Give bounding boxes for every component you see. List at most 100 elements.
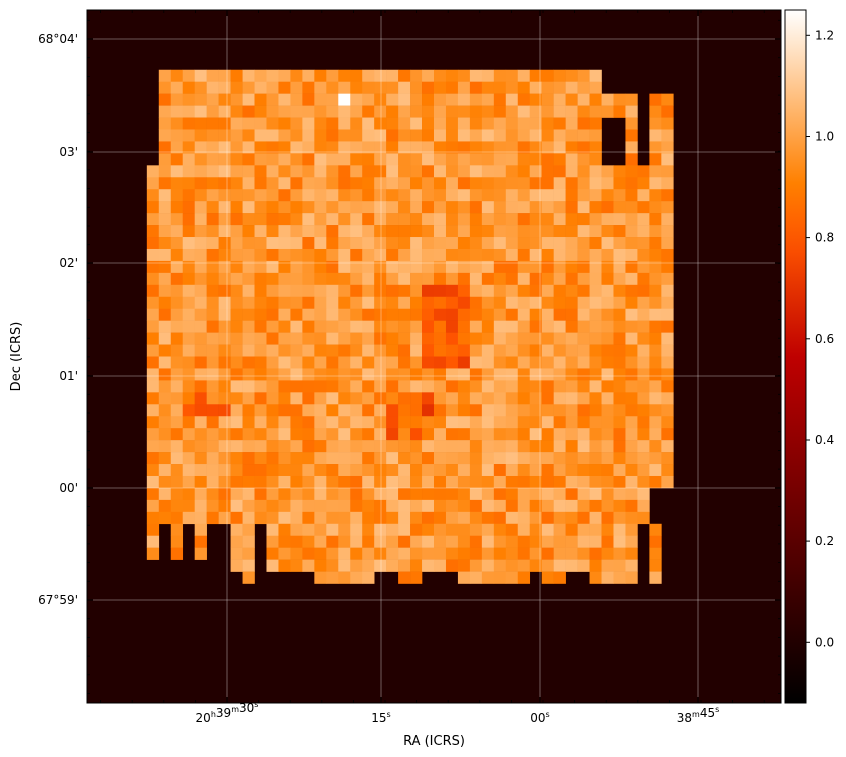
heatmap-cell <box>553 511 566 525</box>
heatmap-cell <box>529 237 542 250</box>
heatmap-cell <box>158 81 172 94</box>
heatmap-cell <box>266 511 279 525</box>
heatmap-cell <box>517 165 531 178</box>
heatmap-cell <box>529 487 542 501</box>
heatmap-cell <box>290 392 303 405</box>
heatmap-cell <box>230 344 243 357</box>
heatmap-cell <box>146 237 160 250</box>
heatmap-cell <box>146 165 160 178</box>
heatmap-cell <box>410 69 423 82</box>
heatmap-cell <box>553 129 566 142</box>
heatmap-cell <box>386 332 399 345</box>
heatmap-cell <box>493 487 507 501</box>
heatmap-cell <box>410 475 423 489</box>
heatmap-cell <box>398 440 411 453</box>
heatmap-cell <box>661 452 674 465</box>
heatmap-cell <box>194 93 207 106</box>
heatmap-cell <box>290 368 303 381</box>
heatmap-cell <box>374 404 387 417</box>
heatmap-cell <box>242 452 255 465</box>
heatmap-cell <box>158 141 172 154</box>
heatmap-cell <box>577 404 590 417</box>
heatmap-cell <box>517 320 531 333</box>
heatmap-cell <box>589 165 602 178</box>
heatmap-cell <box>386 511 399 525</box>
heatmap-cell <box>242 129 255 142</box>
heatmap-cell <box>517 559 531 572</box>
heatmap-cell <box>170 428 184 441</box>
heatmap-cell <box>362 153 375 166</box>
heatmap-cell <box>398 165 411 178</box>
heatmap-cell <box>182 452 195 465</box>
heatmap-cell <box>517 344 531 357</box>
heatmap-cell <box>422 452 435 465</box>
heatmap-cell <box>649 129 662 142</box>
heatmap-cell <box>230 392 243 405</box>
heatmap-cell <box>350 296 363 310</box>
heatmap-cell <box>290 380 303 393</box>
heatmap-cell <box>457 93 471 106</box>
heatmap-cell <box>613 93 626 106</box>
heatmap-cell <box>589 296 602 310</box>
heatmap-cell <box>278 165 291 178</box>
heatmap-cell <box>362 332 375 345</box>
heatmap-cell <box>374 428 387 441</box>
heatmap-cell <box>374 440 387 453</box>
heatmap-cell <box>302 320 315 333</box>
x-tick-label: 15s <box>371 710 390 725</box>
heatmap-cell <box>302 201 315 214</box>
heatmap-cell <box>182 105 195 118</box>
heatmap-cell <box>350 81 363 94</box>
heatmap-cell <box>362 201 375 214</box>
heatmap-cell <box>254 392 267 405</box>
heatmap-cell <box>505 189 519 202</box>
heatmap-cell <box>182 320 195 333</box>
heatmap-cell <box>565 129 578 142</box>
heatmap-cell <box>649 523 662 537</box>
heatmap-cell <box>529 320 542 333</box>
heatmap-cell <box>326 284 339 298</box>
heatmap-cell <box>374 284 387 298</box>
heatmap-cell <box>290 189 303 202</box>
heatmap-cell <box>266 69 279 82</box>
heatmap-cell <box>625 547 638 560</box>
heatmap-cell <box>338 117 351 130</box>
heatmap-cell <box>302 380 315 393</box>
heatmap-cell <box>625 416 638 429</box>
heatmap-cell <box>314 368 327 381</box>
heatmap-cell <box>146 499 160 513</box>
heatmap-cell <box>541 571 554 584</box>
heatmap-cell <box>290 81 303 94</box>
heatmap-cell <box>158 129 172 142</box>
heatmap-cell <box>218 93 231 106</box>
heatmap-cell <box>601 284 614 298</box>
heatmap-cell <box>410 452 423 465</box>
heatmap-cell <box>577 201 590 214</box>
heatmap-cell <box>649 332 662 345</box>
heatmap-cell <box>517 272 531 286</box>
heatmap-cell <box>517 189 531 202</box>
heatmap-cell <box>565 356 578 369</box>
heatmap-cell <box>589 213 602 226</box>
heatmap-cell <box>434 69 447 82</box>
heatmap-cell <box>302 344 315 357</box>
heatmap-cell <box>170 213 184 226</box>
heatmap-cell <box>158 380 172 393</box>
heatmap-cell <box>242 356 255 369</box>
heatmap-cell <box>457 153 471 166</box>
heatmap-cell <box>314 440 327 453</box>
heatmap-cell <box>302 523 315 537</box>
heatmap-cell <box>553 523 566 537</box>
heatmap-cell <box>637 177 650 190</box>
colorbar-tick-label: 0.6 <box>815 332 834 346</box>
heatmap-cell <box>529 153 542 166</box>
heatmap-cell <box>386 499 399 513</box>
heatmap-cell <box>637 320 650 333</box>
heatmap-cell <box>398 475 411 489</box>
heatmap-cell <box>541 511 554 525</box>
heatmap-cell <box>326 320 339 333</box>
heatmap-cell <box>338 177 351 190</box>
heatmap-cell <box>374 189 387 202</box>
heatmap-cell <box>146 523 160 537</box>
heatmap-cell <box>410 404 423 417</box>
